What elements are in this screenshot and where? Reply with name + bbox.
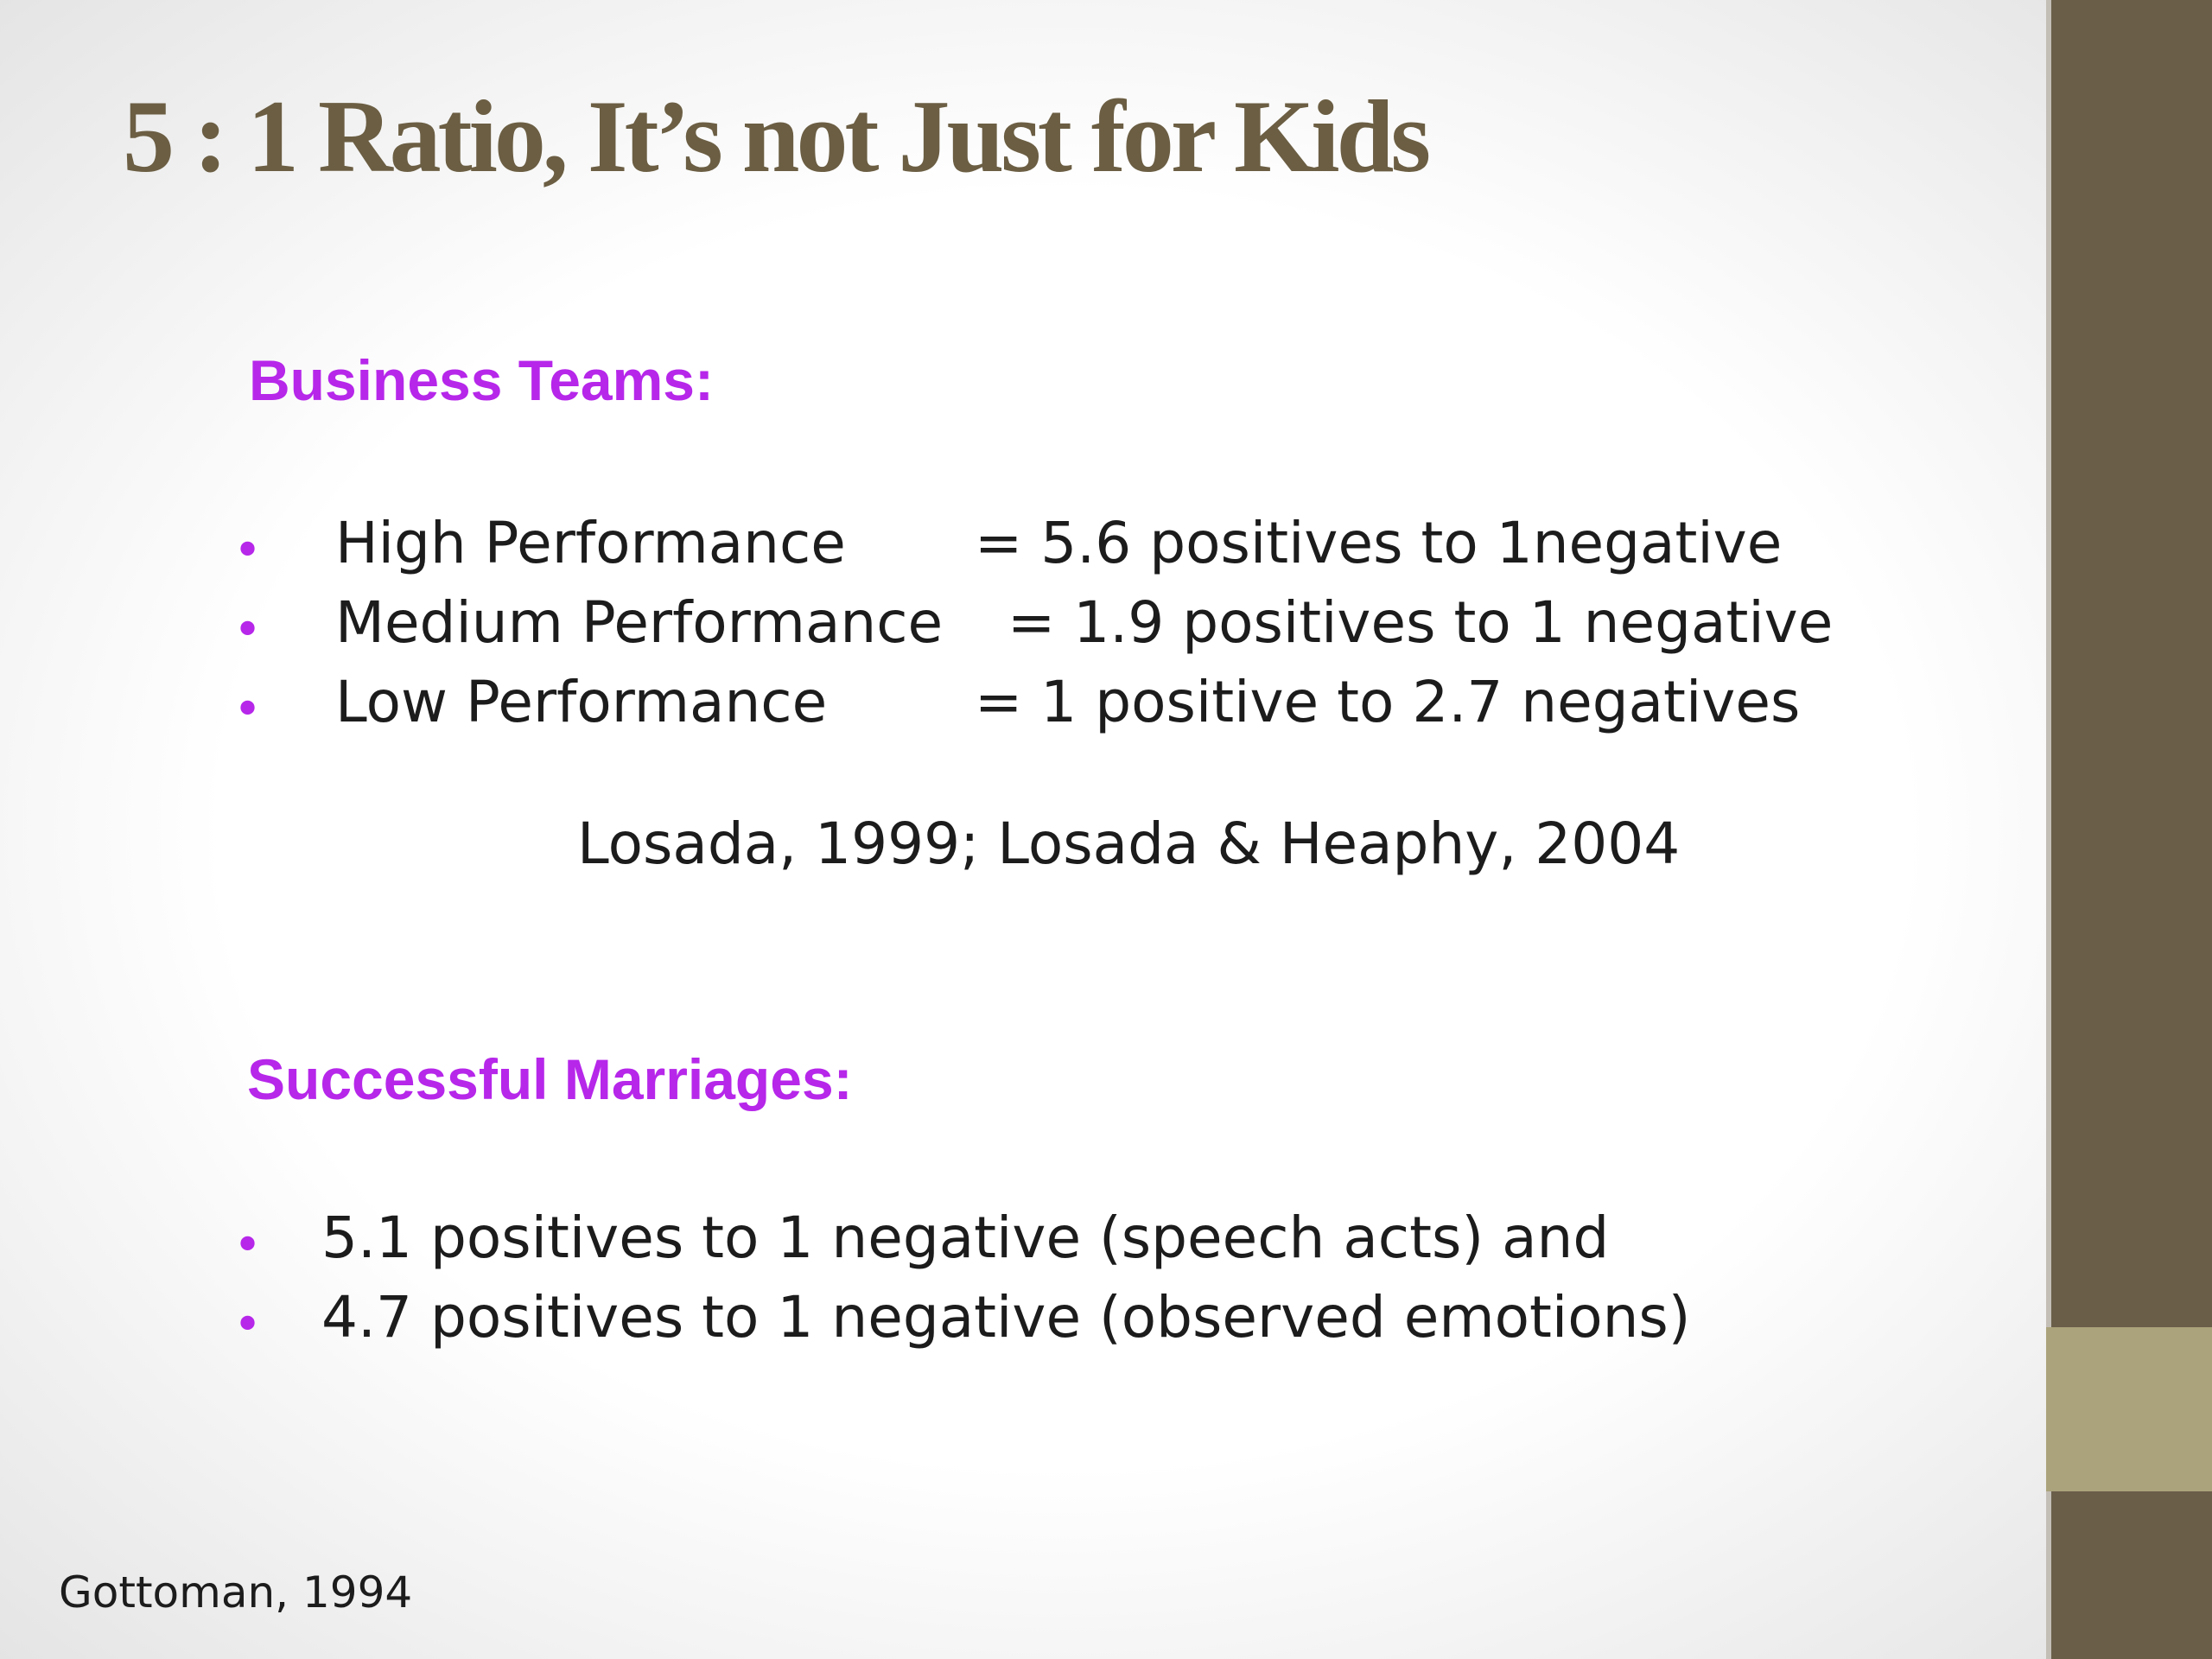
bullet-icon: • bbox=[233, 682, 263, 738]
bullet-icon: • bbox=[233, 602, 263, 658]
marriage-ratio-text: 5.1 positives to 1 negative (speech acts… bbox=[321, 1205, 1610, 1271]
footnote-citation: Gottoman, 1994 bbox=[59, 1567, 413, 1618]
business-citation: Losada, 1999; Losada & Heaphy, 2004 bbox=[577, 810, 1681, 877]
performance-label: High Performance bbox=[335, 510, 846, 576]
marriage-ratio-text: 4.7 positives to 1 negative (observed em… bbox=[321, 1284, 1691, 1351]
business-teams-list: • High Performance = 5.6 positives to 1n… bbox=[233, 515, 1875, 740]
performance-ratio: = 5.6 positives to 1negative bbox=[975, 510, 1783, 576]
slide-title: 5 : 1 Ratio, It’s not Just for Kids bbox=[123, 79, 1431, 194]
successful-marriages-heading: Successful Marriages: bbox=[247, 1047, 853, 1111]
bullet-icon: • bbox=[233, 523, 263, 579]
decorative-sidebar bbox=[2046, 0, 2212, 1659]
sidebar-divider bbox=[2046, 0, 2051, 1659]
slide-canvas: 5 : 1 Ratio, It’s not Just for Kids Busi… bbox=[0, 0, 2046, 1659]
performance-ratio: = 1.9 positives to 1 negative bbox=[1007, 589, 1834, 656]
business-teams-heading: Business Teams: bbox=[249, 348, 714, 412]
successful-marriages-list: • 5.1 positives to 1 negative (speech ac… bbox=[233, 1210, 1875, 1365]
performance-label: Medium Performance bbox=[335, 589, 944, 656]
performance-ratio: = 1 positive to 2.7 negatives bbox=[975, 669, 1801, 735]
bullet-icon: • bbox=[233, 1297, 263, 1353]
bullet-icon: • bbox=[233, 1217, 263, 1274]
sidebar-accent-block bbox=[2046, 1327, 2212, 1491]
performance-label: Low Performance bbox=[335, 669, 828, 735]
